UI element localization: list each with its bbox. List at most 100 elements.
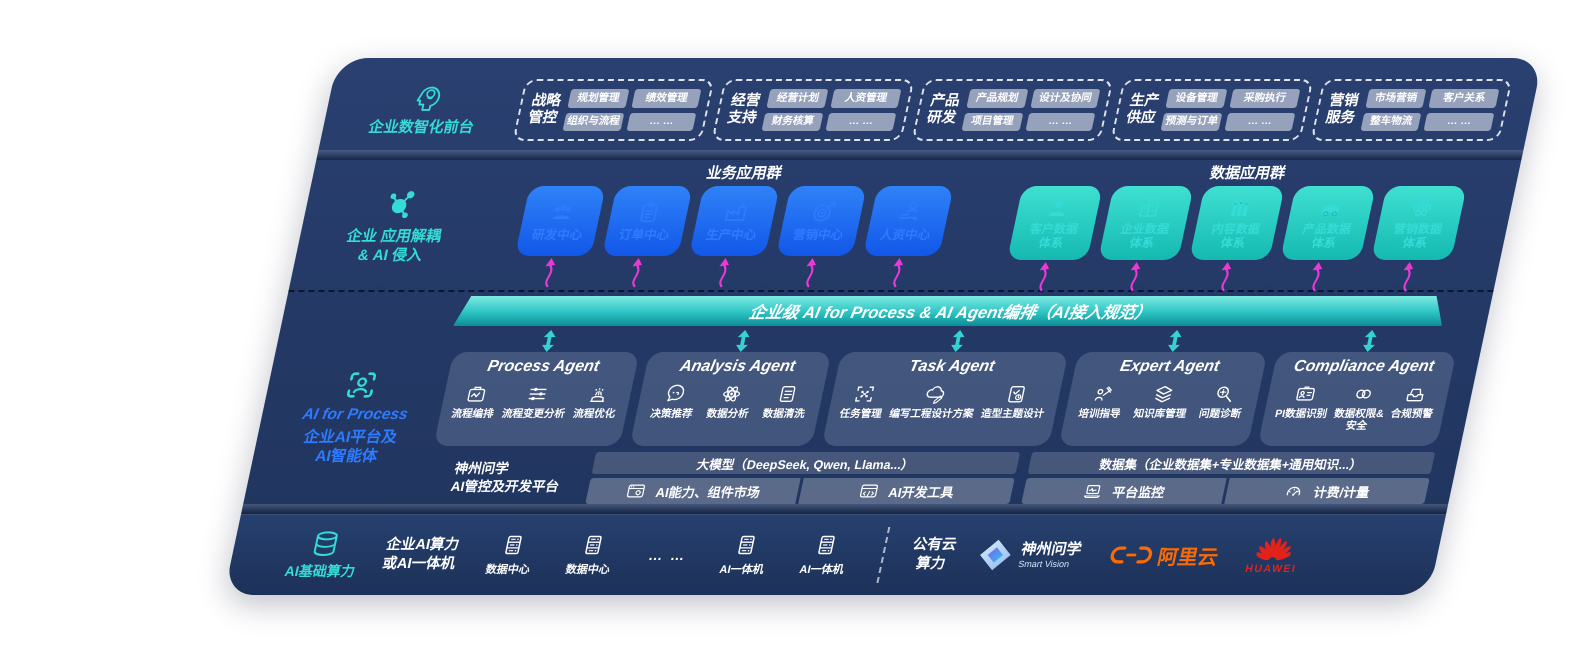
datacenter-node: 数据中心 <box>484 533 537 577</box>
agent-capability: 流程变更分析 <box>501 383 572 420</box>
chip: … … <box>626 112 697 131</box>
ai-compute-label-block: AI基础算力 <box>283 529 364 581</box>
smartvision-subtitle: Smart Vision <box>1017 558 1071 569</box>
app-box-rd-center: 研发中心 <box>514 186 606 256</box>
user-icon <box>1044 196 1073 220</box>
agent-title: Task Agent <box>907 358 997 375</box>
molecule-icon <box>380 187 421 221</box>
front-office-label-block: 企业数智化前台 <box>335 83 514 137</box>
agent-title: Expert Agent <box>1118 358 1222 375</box>
huawei-logo: HUAWEI <box>1244 536 1303 575</box>
agent-capability: 问题诊断 <box>1198 383 1248 420</box>
expert-agent-card: Expert Agent 培训指导 知识库管理 问题诊断 <box>1058 352 1268 446</box>
group-name: 产品 研发 <box>925 93 962 126</box>
aliyun-logo: 阿里云 <box>1107 541 1221 570</box>
server-icon <box>498 533 527 557</box>
people-flow-icon <box>894 199 926 225</box>
platform-strip: 神州问学 AI管控及开发平台 大模型（DeepSeek, Qwen, Llama… <box>421 452 1436 504</box>
layers-icon <box>1151 383 1178 405</box>
factory-icon <box>720 199 752 225</box>
app-box-label: 人资中心 <box>878 228 932 243</box>
data-box-cell: 营销数据 体系 <box>1364 186 1468 292</box>
huawei-name: HUAWEI <box>1244 562 1298 575</box>
person-scan-icon <box>341 368 382 402</box>
id-card-icon <box>1292 383 1319 405</box>
app-box-label: 研发中心 <box>530 228 584 243</box>
agent-capability: 知识库管理 <box>1132 383 1192 420</box>
double-arrow-icon <box>947 330 968 352</box>
chip: 规划管理 <box>567 89 630 108</box>
data-box-label: 客户数据 体系 <box>1028 221 1080 250</box>
doc-scan-icon <box>775 383 802 405</box>
aliyun-brackets-icon <box>1110 546 1153 564</box>
group-chips: 设备管理 采购执行 预测与订单 … … <box>1160 89 1300 131</box>
double-arrow-icon <box>1165 330 1186 352</box>
chip: 客户关系 <box>1428 89 1500 108</box>
chip: 经营计划 <box>766 89 829 108</box>
decoupling-label: 企业 应用解耦 & AI 侵入 <box>345 227 444 265</box>
ai-platform-label-block: AI for Process 企业AI平台及 AI智能体 <box>255 330 454 504</box>
ai-orchestration-bar: 企业级 AI for Process & AI Agent编排（AI接入规范） <box>453 296 1448 326</box>
car-icon <box>1317 196 1346 220</box>
business-group-header: 业务应用群 <box>704 165 784 182</box>
app-box-label: 营销中心 <box>791 228 845 243</box>
flow-arrow-icon <box>1304 262 1328 292</box>
cloud-pen-icon <box>922 383 949 405</box>
chip: 预测与订单 <box>1160 112 1223 131</box>
data-box-label: 内容数据 体系 <box>1210 221 1262 250</box>
data-group-header: 数据应用群 <box>1208 165 1287 182</box>
datacenter-node: 数据中心 <box>564 533 617 577</box>
data-box-cell: 客户数据 体系 <box>1000 186 1104 292</box>
group-marketing: 营销 服务 市场营销 客户关系 整车物流 … … <box>1309 79 1513 141</box>
group-supply: 生产 供应 设备管理 采购执行 预测与订单 … … <box>1110 79 1314 141</box>
agent-capability: 数据权限& 安全 <box>1330 383 1390 432</box>
ai-for-process-label: AI for Process <box>300 405 410 423</box>
agent-capability: 数据分析 <box>705 383 755 420</box>
team-icon <box>546 199 578 225</box>
process-agent-card: Process Agent 流程编排 流程变更分析 流程优化 <box>433 352 640 446</box>
chip: 项目管理 <box>961 112 1024 131</box>
agent-cell: Process Agent 流程编排 流程变更分析 流程优化 <box>433 330 645 446</box>
agent-title: Analysis Agent <box>678 358 797 375</box>
layer-divider <box>241 504 1449 514</box>
tablet-check-icon <box>1003 383 1030 405</box>
diagram-panel: 企业数智化前台 战略 管控 规划管理 绩效管理 组织与流程 … … 经营 支持 … <box>223 58 1543 595</box>
billing-metering-chip: 计费/计量 <box>1223 478 1430 504</box>
data-box-cell: 企业数据 体系 <box>1091 186 1195 292</box>
analysis-agent-card: Analysis Agent 决策推荐 数据分析 数据清洗 <box>629 352 832 446</box>
sliders-icon <box>524 383 551 405</box>
platform-monitor-chip: 平台监控 <box>1020 478 1227 504</box>
data-boxes: 客户数据 体系 企业数据 体系 内容数据 <box>972 186 1496 292</box>
double-arrow-icon <box>733 330 754 352</box>
dataset-group: 数据集（企业数据集+专业数据集+通用知识...） 平台监控 计费/计量 <box>1020 452 1436 504</box>
chat-icon <box>662 383 689 405</box>
flow-arrow-icon <box>1122 262 1146 292</box>
model-group: 大模型（DeepSeek, Qwen, Llama...） AI能力、组件市场 … <box>585 452 1020 504</box>
app-box-production-center: 生产中心 <box>688 186 780 256</box>
chip: 市场营销 <box>1365 89 1427 108</box>
chip: … … <box>1025 112 1096 131</box>
model-bar: 大模型（DeepSeek, Qwen, Llama...） <box>591 452 1020 474</box>
chip: 设计及协同 <box>1030 89 1101 108</box>
data-box-marketing: 营销数据 体系 <box>1371 186 1468 260</box>
group-name: 战略 管控 <box>526 93 563 126</box>
target-icon <box>807 199 839 225</box>
chip: 组织与流程 <box>562 112 625 131</box>
agent-title: Process Agent <box>485 358 601 375</box>
flow-arrow-icon <box>885 258 909 288</box>
chip: … … <box>1424 112 1495 131</box>
dataset-bar: 数据集（企业数据集+专业数据集+通用知识...） <box>1027 452 1436 474</box>
server-icon <box>812 533 841 557</box>
app-box-cell: 生产中心 <box>682 186 780 288</box>
app-box-cell: 营销中心 <box>769 186 867 288</box>
chip: 设备管理 <box>1165 89 1228 108</box>
public-cloud-label: 公有云 算力 <box>911 537 959 572</box>
flow-arrow-icon <box>798 258 822 288</box>
layer-divider <box>316 150 1524 160</box>
brain-head-icon <box>409 83 445 113</box>
training-icon <box>1090 383 1117 405</box>
data-box-label: 产品数据 体系 <box>1301 221 1353 250</box>
chip: 人资管理 <box>830 89 902 108</box>
group-chips: 规划管理 绩效管理 组织与流程 … … <box>562 89 702 131</box>
